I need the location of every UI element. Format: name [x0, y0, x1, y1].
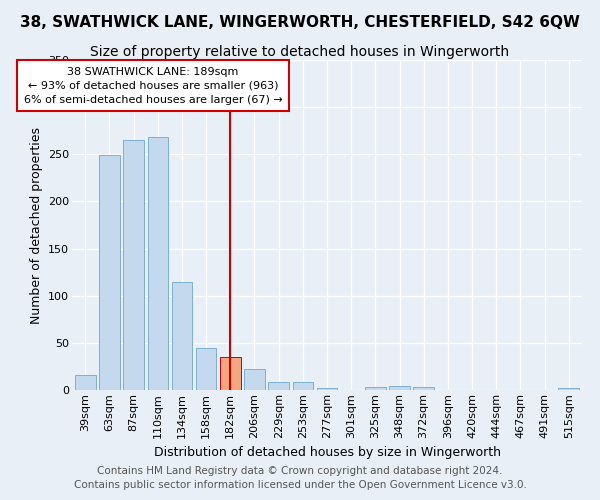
X-axis label: Distribution of detached houses by size in Wingerworth: Distribution of detached houses by size …: [154, 446, 500, 459]
Bar: [317, 388, 337, 390]
Bar: [244, 370, 265, 390]
Bar: [99, 155, 120, 390]
Bar: [293, 382, 313, 390]
Bar: [172, 282, 192, 390]
Bar: [268, 382, 289, 390]
Bar: [124, 140, 144, 390]
Text: Size of property relative to detached houses in Wingerworth: Size of property relative to detached ho…: [91, 45, 509, 59]
Text: 38, SWATHWICK LANE, WINGERWORTH, CHESTERFIELD, S42 6QW: 38, SWATHWICK LANE, WINGERWORTH, CHESTER…: [20, 15, 580, 30]
Text: Contains HM Land Registry data © Crown copyright and database right 2024.
Contai: Contains HM Land Registry data © Crown c…: [74, 466, 526, 490]
Bar: [413, 387, 434, 390]
Bar: [75, 375, 95, 390]
Y-axis label: Number of detached properties: Number of detached properties: [29, 126, 43, 324]
Bar: [389, 386, 410, 390]
Bar: [220, 357, 241, 390]
Text: 38 SWATHWICK LANE: 189sqm
← 93% of detached houses are smaller (963)
6% of semi-: 38 SWATHWICK LANE: 189sqm ← 93% of detac…: [23, 66, 283, 104]
Bar: [365, 387, 386, 390]
Bar: [148, 138, 168, 390]
Bar: [196, 348, 217, 390]
Bar: [559, 388, 579, 390]
